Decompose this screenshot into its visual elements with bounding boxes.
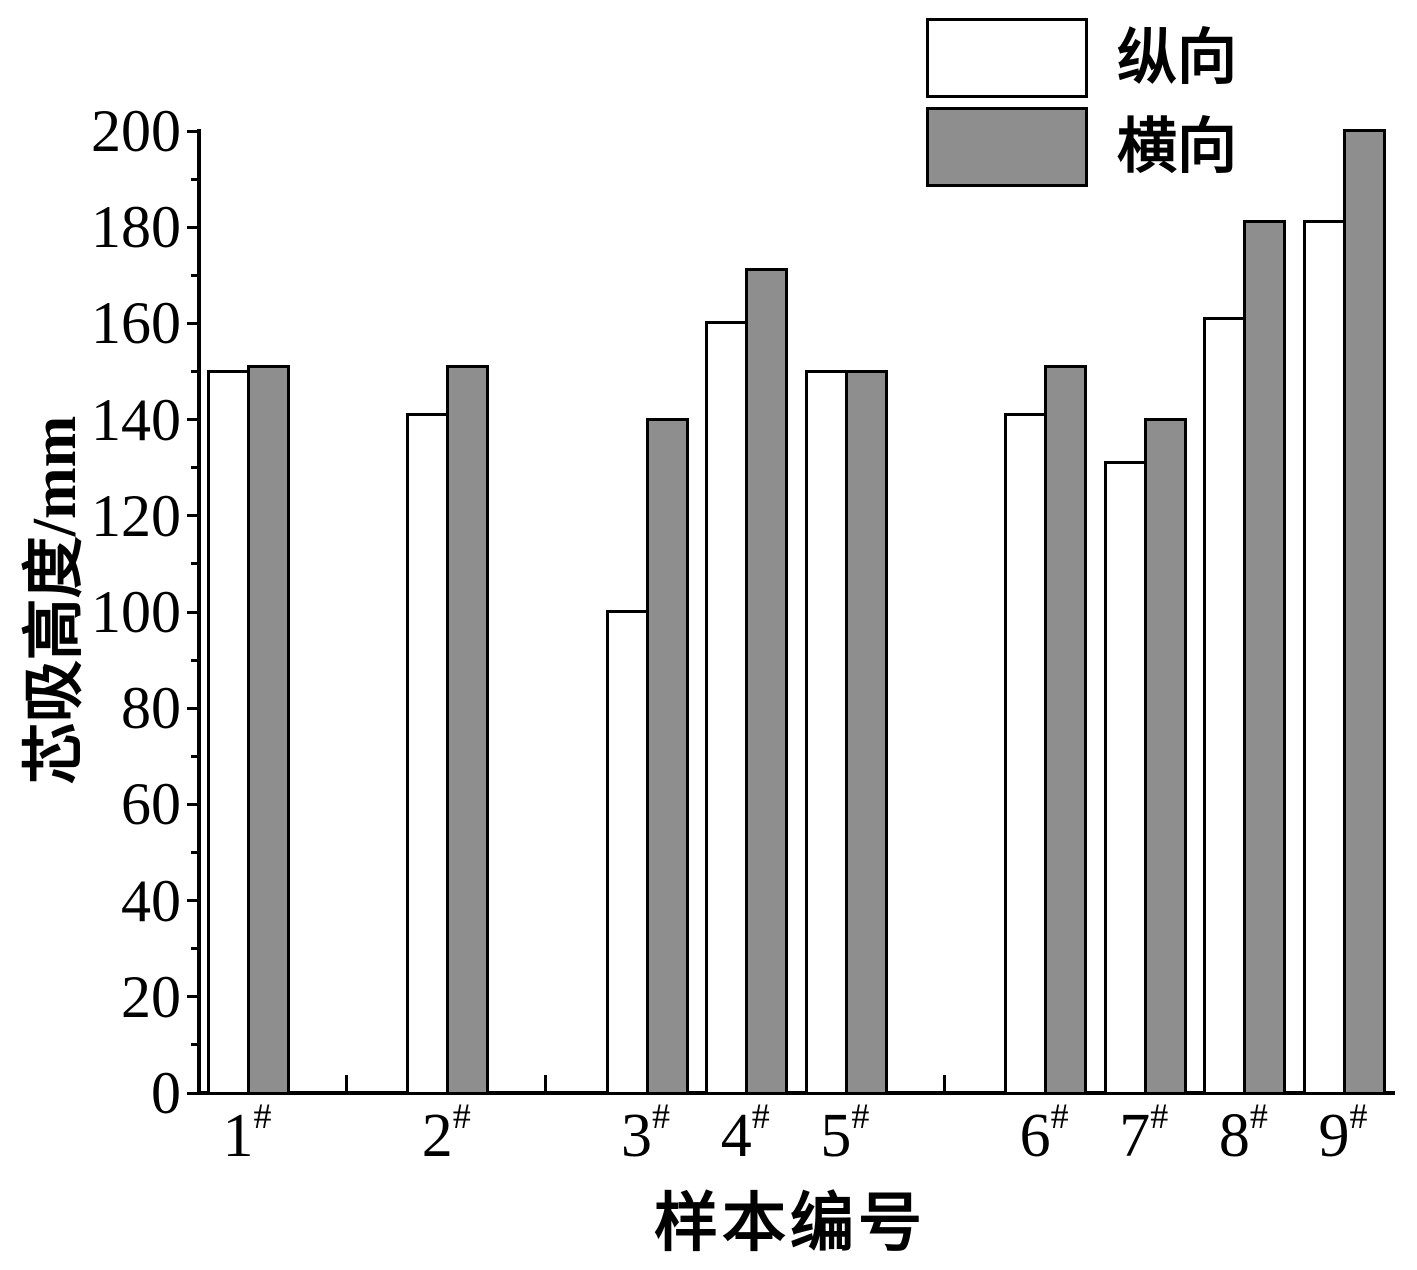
y-axis-tick-label: 180 (91, 194, 181, 261)
y-axis-major-tick (187, 706, 197, 710)
y-axis-minor-tick (191, 466, 197, 470)
x-category-hash-superscript: # (1050, 1096, 1069, 1136)
bar-sample-9#-transverse (1343, 129, 1387, 1095)
y-axis-tick-label: 120 (91, 482, 181, 549)
bar-sample-6#-transverse (1044, 365, 1088, 1095)
y-axis-major-tick (187, 129, 197, 133)
x-axis-category-label: 2# (366, 1098, 526, 1170)
y-axis-tick-label: 140 (91, 386, 181, 453)
x-category-hash-superscript: # (751, 1096, 770, 1136)
bar-sample-5#-transverse (844, 370, 888, 1095)
x-axis-category-label: 9# (1263, 1098, 1417, 1170)
x-axis-category-label: 1# (167, 1098, 327, 1170)
x-category-hash-superscript: # (1150, 1096, 1169, 1136)
x-category-number: 8 (1218, 1102, 1250, 1170)
x-category-number: 4 (720, 1102, 752, 1170)
y-axis-tick-label: 100 (91, 579, 181, 645)
y-axis-major-tick (187, 802, 197, 806)
legend-swatch-longitudinal (926, 18, 1088, 98)
y-axis-major-tick (187, 514, 197, 518)
bar-sample-5#-longitudinal (804, 370, 848, 1095)
legend-swatch-transverse (926, 107, 1088, 187)
x-category-number: 5 (820, 1102, 852, 1170)
y-axis-minor-tick (191, 947, 197, 951)
y-axis-tick-label: 200 (91, 98, 181, 164)
bar-sample-2#-longitudinal (406, 413, 450, 1095)
x-category-number: 6 (1019, 1102, 1051, 1170)
x-axis-category-label: 8# (1163, 1098, 1323, 1170)
x-category-number: 1 (222, 1102, 254, 1170)
y-axis-tick-label: 0 (151, 1060, 181, 1126)
x-category-hash-superscript: # (1249, 1096, 1268, 1136)
x-axis-gap-tick (544, 1075, 548, 1091)
x-axis-category-label: 6# (964, 1098, 1124, 1170)
y-axis-tick-label: 80 (121, 675, 181, 742)
x-category-hash-superscript: # (253, 1096, 272, 1136)
x-category-hash-superscript: # (452, 1096, 471, 1136)
bar-sample-2#-transverse (446, 365, 490, 1095)
bar-sample-7#-longitudinal (1103, 461, 1147, 1095)
legend: 纵向 横向 (926, 18, 1237, 187)
y-axis-tick-label: 60 (121, 771, 181, 838)
x-axis-title: 样本编号 (654, 1188, 926, 1259)
y-axis-major-tick (187, 1091, 197, 1095)
y-axis-tick-label: 40 (121, 867, 181, 934)
y-axis-major-tick (187, 225, 197, 229)
y-axis-tick-label: 160 (91, 290, 181, 357)
legend-label-transverse: 横向 (1117, 114, 1237, 180)
bar-sample-7#-transverse (1143, 418, 1187, 1095)
y-axis-minor-tick (191, 177, 197, 181)
x-category-hash-superscript: # (851, 1096, 870, 1136)
x-category-hash-superscript: # (652, 1096, 671, 1136)
x-category-number: 9 (1318, 1102, 1350, 1170)
y-axis-minor-tick (191, 754, 197, 758)
bar-sample-4#-transverse (745, 268, 789, 1095)
y-axis-major-tick (187, 418, 197, 422)
x-axis-gap-tick (345, 1075, 349, 1091)
bar-sample-3#-longitudinal (605, 610, 649, 1095)
bar-sample-1#-longitudinal (207, 370, 250, 1095)
x-category-number: 7 (1119, 1102, 1151, 1170)
legend-label-longitudinal: 纵向 (1117, 25, 1237, 91)
x-axis-gap-tick (942, 1075, 946, 1091)
bar-sample-1#-transverse (247, 365, 290, 1095)
bar-sample-4#-longitudinal (705, 321, 749, 1095)
y-axis-minor-tick (191, 273, 197, 277)
bar-sample-8#-longitudinal (1203, 317, 1247, 1095)
y-axis-minor-tick (191, 851, 197, 854)
y-axis-minor-tick (191, 562, 197, 566)
bar-sample-8#-transverse (1243, 220, 1287, 1095)
y-axis-line (197, 129, 201, 1095)
bar-sample-6#-longitudinal (1004, 413, 1048, 1095)
x-axis-category-label: 3# (566, 1098, 726, 1170)
x-axis-line (197, 1091, 1395, 1095)
y-axis-minor-tick (191, 1043, 197, 1047)
x-axis-category-label: 7# (1064, 1098, 1224, 1170)
x-category-number: 3 (621, 1102, 653, 1170)
x-axis-category-label: 4# (665, 1098, 825, 1170)
y-axis-major-tick (187, 899, 197, 903)
x-axis-category-label: 5# (765, 1098, 925, 1170)
x-category-number: 2 (421, 1102, 453, 1170)
bar-sample-9#-longitudinal (1303, 220, 1347, 1095)
x-category-hash-superscript: # (1349, 1096, 1368, 1136)
legend-item-transverse: 横向 (926, 107, 1237, 187)
y-axis-title: 芯吸高度/mm (21, 415, 89, 785)
y-axis-tick-label: 20 (121, 963, 181, 1030)
bar-sample-3#-transverse (645, 418, 689, 1095)
legend-item-longitudinal: 纵向 (926, 18, 1237, 98)
y-axis-minor-tick (191, 658, 197, 662)
y-axis-major-tick (187, 610, 197, 614)
y-axis-major-tick (187, 321, 197, 325)
y-axis-minor-tick (191, 370, 197, 373)
y-axis-major-tick (187, 995, 197, 999)
